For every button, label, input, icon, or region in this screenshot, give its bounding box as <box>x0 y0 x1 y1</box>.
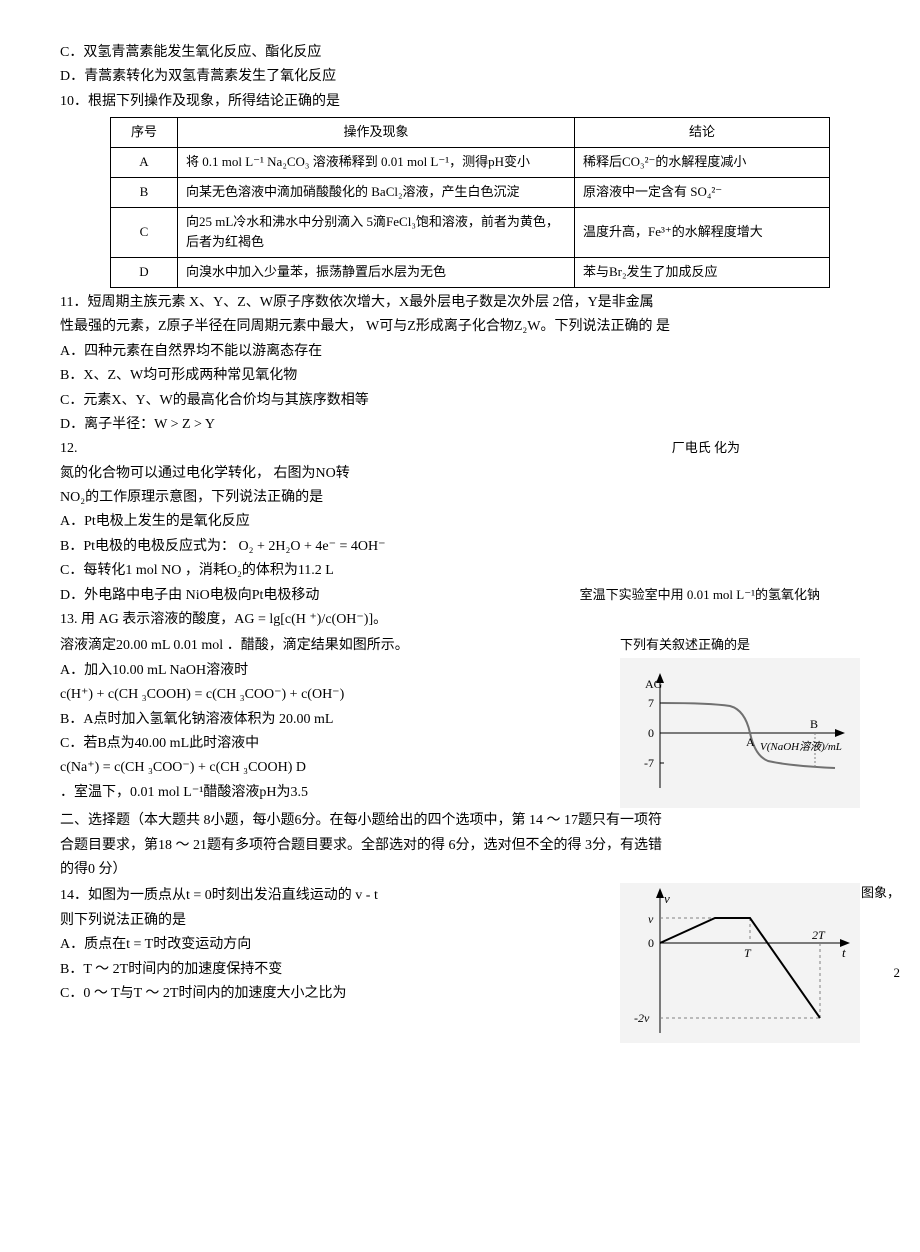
q13-chart-pt-b: B <box>810 717 818 731</box>
q12-opt-d-row: D．外电路中电子由 NiO电极向Pt电极移动 室温下实验室中用 0.01 mol… <box>60 585 860 607</box>
sec2-line2: 合题目要求，第18 ～ 21题有多项符合题目要求。全部选对的得 6分，选对但不全… <box>60 835 860 857</box>
q14-opt-a: A．质点在t = T时改变运动方向 <box>60 934 620 956</box>
table-row: B 向某无色溶液中滴加硝酸酸化的 BaCl₂溶液，产生白色沉淀 原溶液中一定含有… <box>111 177 830 207</box>
q14-opt-b: B．T ～ 2T时间内的加速度保持不变 <box>60 959 620 981</box>
q13-opt-d: ．室温下，0.01 mol L⁻¹醋酸溶液pH为3.5 <box>60 782 620 804</box>
q11-stem-1: 11．短周期主族元素 X、Y、Z、W原子序数依次增大，X最外层电子数是次外层 2… <box>60 292 860 314</box>
q11-opt-d: D．离子半径：W > Z > Y <box>60 414 860 436</box>
q12-side-text: 室温下实验室中用 0.01 mol L⁻¹的氢氧化钠 <box>580 585 820 606</box>
q10-stem: 10．根据下列操作及现象，所得结论正确的是 <box>60 91 860 113</box>
q14-chart-yn2v: -2v <box>634 1011 650 1025</box>
q12-opt-b: B．Pt电极的电极反应式为： O₂ + 2H₂O + 4e⁻ = 4OH⁻ <box>60 536 860 558</box>
q13-opt-c: C．若B点为40.00 mL此时溶液中 <box>60 733 620 755</box>
q12-stem-2: NO₂的工作原理示意图，下列说法正确的是 <box>60 487 860 509</box>
q14-chart-y0: 0 <box>648 936 654 950</box>
q14-stem-2: 则下列说法正确的是 <box>60 910 620 932</box>
q10-head-2: 操作及现象 <box>178 118 575 148</box>
page-number: 2 <box>894 963 901 984</box>
q14-stem-left: 14．如图为一质点从t = 0时刻出发沿直线运动的 v - t <box>60 888 378 903</box>
q13-eq-c: c(Na⁺) = c(CH ₃COO⁻) + c(CH ₃COOH) D <box>60 757 620 779</box>
q13-opt-b: B．A点时加入氢氧化钠溶液体积为 20.00 mL <box>60 709 620 731</box>
q14-chart-yv: v <box>648 912 654 926</box>
q11-opt-a: A．四种元素在自然界均不能以游离态存在 <box>60 341 860 363</box>
q14-opt-c: C．0 ～ T与T ～ 2T时间内的加速度大小之比为 <box>60 983 620 1005</box>
q12-opt-a: A．Pt电极上发生的是氧化反应 <box>60 511 860 533</box>
q11-stem-2: 性最强的元素，Z原子半径在同周期元素中最大， W可与Z形成离子化合物Z₂W。下列… <box>60 316 860 338</box>
sec2-line3: 的得0 分） <box>60 859 860 881</box>
q13-chart-ylabel: AG <box>645 677 663 691</box>
q11-opt-c: C．元素X、Y、W的最高化合价均与其族序数相等 <box>60 390 860 412</box>
q10-head-3: 结论 <box>575 118 830 148</box>
q13-chart: AG 7 0 -7 A B V(NaOH溶液)/mL <box>620 658 860 808</box>
q14-chart-ylabel: v <box>664 891 670 906</box>
q13-eq-a: c(H⁺) + c(CH ₃COOH) = c(CH ₃COO⁻) + c(OH… <box>60 684 620 706</box>
q12-float-label: 厂电氏 化为 <box>672 438 740 459</box>
q12-opt-c: C．每转化1 mol NO ，消耗O₂的体积为11.2 L <box>60 560 860 582</box>
q10-table: 序号 操作及现象 结论 A 将 0.1 mol L⁻¹ Na₂CO₃ 溶液稀释到… <box>110 117 830 288</box>
q13-chart-xlabel: V(NaOH溶液)/mL <box>760 740 842 753</box>
q13-chart-pt-a: A <box>746 735 755 749</box>
q13-stem-1: 13. 用 AG 表示溶液的酸度，AG = lg[c(H ⁺)/c(OH⁻)]。 <box>60 609 860 631</box>
table-row: A 将 0.1 mol L⁻¹ Na₂CO₃ 溶液稀释到 0.01 mol L⁻… <box>111 147 830 177</box>
q9-opt-d: D．青蒿素转化为双氢青蒿素发生了氧化反应 <box>60 66 860 88</box>
q12-opt-d: D．外电路中电子由 NiO电极向Pt电极移动 <box>60 588 319 603</box>
q14-chart-xlabel: t <box>842 945 846 960</box>
q12-number: 12. <box>60 441 78 456</box>
q13-chart-y0: 0 <box>648 726 654 740</box>
q14-chart: v v 0 -2v T 2T t <box>620 883 860 1043</box>
q12-num-row: 12. 厂电氏 化为 <box>60 438 860 460</box>
q10-head-1: 序号 <box>111 118 178 148</box>
q9-opt-c: C．双氢青蒿素能发生氧化反应、酯化反应 <box>60 42 860 64</box>
q13-opt-a: A．加入10.00 mL NaOH溶液时 <box>60 660 620 682</box>
q13-stem-3: 下列有关叙述正确的是 <box>620 635 860 656</box>
q14-stem-right: 图象， <box>861 883 900 904</box>
q14-chart-x2t: 2T <box>812 928 826 942</box>
q13-stem-2: 溶液滴定20.00 mL 0.01 mol ．醋酸，滴定结果如图所示。 <box>60 635 620 657</box>
q13-chart-y7: 7 <box>648 696 654 710</box>
table-row: C 向25 mL冷水和沸水中分别滴入 5滴FeCl₃饱和溶液，前者为黄色，后者为… <box>111 207 830 258</box>
q12-stem-1: 氮的化合物可以通过电化学转化， 右图为NO转 <box>60 463 860 485</box>
q14-stem-row: 14．如图为一质点从t = 0时刻出发沿直线运动的 v - t <box>60 885 620 907</box>
q11-opt-b: B．X、Z、W均可形成两种常见氧化物 <box>60 365 860 387</box>
sec2-line1: 二、选择题（本大题共 8小题，每小题6分。在每小题给出的四个选项中，第 14 ～… <box>60 810 860 832</box>
q13-chart-yn7: -7 <box>644 756 654 770</box>
table-row: D 向溴水中加入少量苯，振荡静置后水层为无色 苯与Br₂发生了加成反应 <box>111 258 830 288</box>
